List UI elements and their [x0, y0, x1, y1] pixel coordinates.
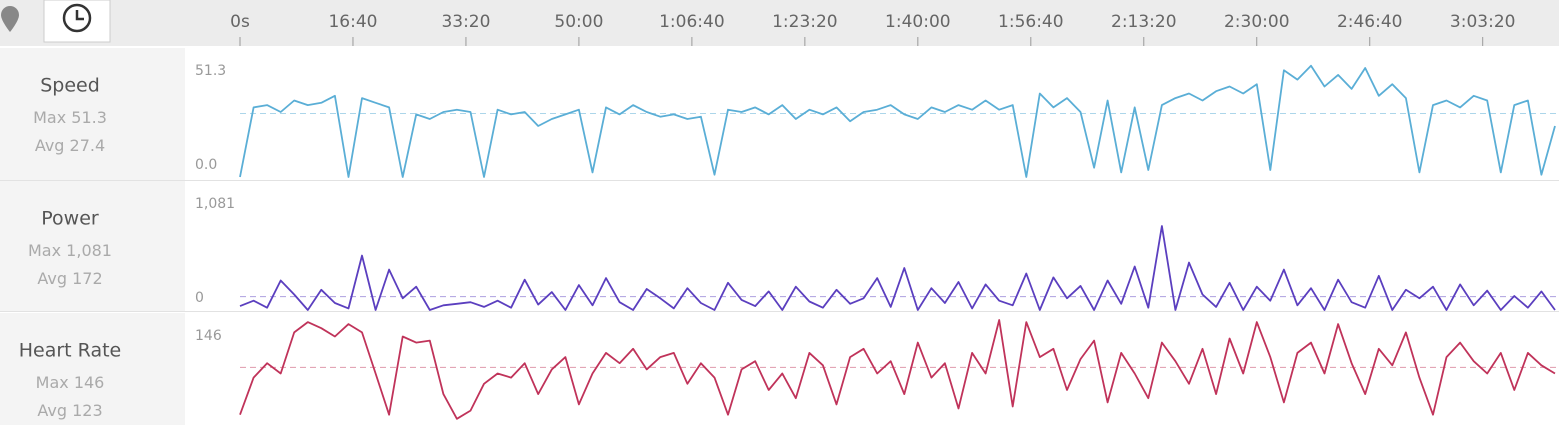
x-tick-label: 3:03:20 — [1450, 12, 1516, 32]
x-tick-label: 2:13:20 — [1111, 12, 1177, 32]
metric-line — [239, 225, 1556, 311]
metric-stat: Max 146 — [36, 373, 105, 392]
y-tick-label: 0 — [195, 290, 204, 306]
stat-value: 146 — [74, 373, 105, 392]
metric-stat: Max 51.3 — [33, 108, 107, 127]
x-tick-label: 1:56:40 — [998, 12, 1064, 32]
x-tick-label: 2:30:00 — [1224, 12, 1290, 32]
y-tick-label: 51.3 — [195, 63, 226, 79]
stat-label: Max — [28, 241, 61, 260]
stat-label: Avg — [35, 136, 65, 155]
map-pin-button[interactable] — [0, 0, 43, 42]
timeline-header — [0, 0, 1559, 46]
y-tick-label: 1,081 — [195, 196, 235, 212]
stat-value: 172 — [72, 269, 103, 288]
x-tick-label: 2:46:40 — [1337, 12, 1403, 32]
stat-label: Avg — [37, 269, 67, 288]
metric-stat: Avg 27.4 — [35, 136, 105, 155]
plot-bg — [185, 48, 1559, 180]
stat-label: Max — [36, 373, 69, 392]
metric-stat: Avg 172 — [37, 269, 102, 288]
metric-stat: Avg 123 — [37, 401, 102, 420]
panel-label-bg — [0, 48, 185, 180]
metric-stat: Max 1,081 — [28, 241, 112, 260]
stat-label: Max — [33, 108, 66, 127]
x-tick-label: 50:00 — [554, 12, 603, 32]
y-tick-label: 146 — [195, 328, 222, 344]
metric-name: Heart Rate — [19, 340, 122, 362]
plot-bg — [185, 313, 1559, 425]
panel-label-bg — [0, 181, 185, 311]
metric-line — [239, 64, 1556, 178]
metric-line — [239, 319, 1556, 420]
x-tick-label: 1:06:40 — [659, 12, 725, 32]
stat-value: 1,081 — [66, 241, 112, 260]
metric-name: Speed — [40, 75, 100, 97]
stat-value: 123 — [72, 401, 103, 420]
metric-name: Power — [41, 208, 99, 230]
x-tick-label: 1:23:20 — [772, 12, 838, 32]
plot-bg — [185, 181, 1559, 311]
x-tick-label: 0s — [230, 12, 250, 32]
x-tick-label: 16:40 — [328, 12, 377, 32]
time-toggle-button[interactable] — [43, 0, 111, 43]
x-tick-label: 1:40:00 — [885, 12, 951, 32]
stat-value: 51.3 — [71, 108, 107, 127]
stat-label: Avg — [37, 401, 67, 420]
panel-label-bg — [0, 313, 185, 425]
x-tick-label: 33:20 — [441, 12, 490, 32]
y-tick-label: 0.0 — [195, 157, 217, 173]
stat-value: 27.4 — [70, 136, 106, 155]
